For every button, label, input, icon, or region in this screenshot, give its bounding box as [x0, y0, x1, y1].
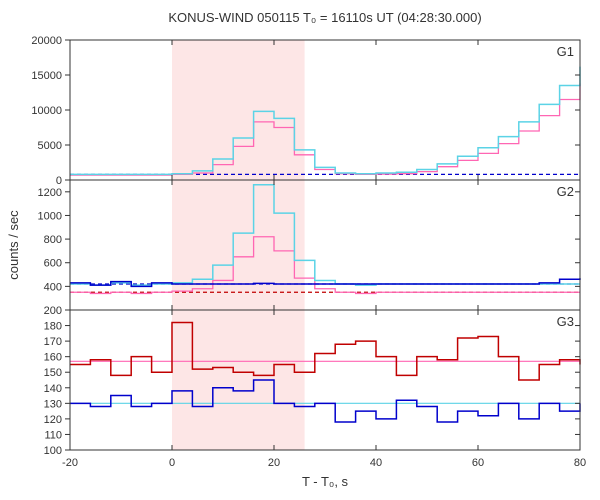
ytick-label: 140 — [44, 383, 62, 395]
xtick-label: -20 — [62, 457, 78, 469]
ytick-label: 15000 — [31, 70, 62, 82]
ytick-label: 600 — [44, 258, 62, 270]
ytick-label: 200 — [44, 305, 62, 317]
xtick-label: 40 — [370, 457, 382, 469]
chart-container: KONUS-WIND 050115 T₀ = 16110s UT (04:28:… — [0, 0, 600, 500]
ytick-label: 800 — [44, 234, 62, 246]
xtick-label: 20 — [268, 457, 280, 469]
series-line — [70, 83, 580, 175]
ytick-label: 1000 — [38, 210, 62, 222]
ytick-label: 0 — [56, 175, 62, 187]
ytick-label: 10000 — [31, 105, 62, 117]
lightcurve-chart: KONUS-WIND 050115 T₀ = 16110s UT (04:28:… — [0, 0, 600, 500]
ytick-label: 170 — [44, 336, 62, 348]
xtick-label: 80 — [574, 457, 586, 469]
panel-label: G2 — [557, 184, 574, 199]
ytick-label: 130 — [44, 398, 62, 410]
panel-frame — [70, 40, 580, 180]
panel-frame — [70, 310, 580, 450]
ytick-label: 5000 — [38, 140, 62, 152]
xtick-label: 0 — [169, 457, 175, 469]
series-line — [70, 67, 580, 175]
panel-label: G3 — [557, 314, 574, 329]
y-axis-label: counts / sec — [6, 210, 21, 280]
series-line — [70, 380, 580, 422]
highlight-band — [172, 40, 305, 180]
ytick-label: 160 — [44, 352, 62, 364]
chart-title: KONUS-WIND 050115 T₀ = 16110s UT (04:28:… — [168, 10, 481, 25]
series-line — [70, 322, 580, 380]
x-axis-label: T - T₀, s — [302, 474, 349, 489]
panel-label: G1 — [557, 44, 574, 59]
xtick-label: 60 — [472, 457, 484, 469]
ytick-label: 400 — [44, 281, 62, 293]
ytick-label: 1200 — [38, 187, 62, 199]
ytick-label: 180 — [44, 321, 62, 333]
ytick-label: 100 — [44, 445, 62, 457]
series-line — [70, 185, 580, 285]
panel-frame — [70, 180, 580, 310]
ytick-label: 120 — [44, 414, 62, 426]
ytick-label: 150 — [44, 367, 62, 379]
ytick-label: 20000 — [31, 35, 62, 47]
ytick-label: 110 — [44, 429, 62, 441]
